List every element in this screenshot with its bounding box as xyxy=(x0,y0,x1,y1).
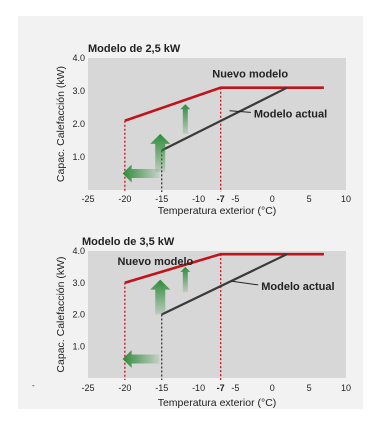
stray-mark: - xyxy=(32,381,35,390)
x-tick-label: -15 xyxy=(155,383,168,393)
capacity-increase-small-arrow xyxy=(180,266,191,293)
new-model-line xyxy=(124,252,324,284)
x-tick-label: -15 xyxy=(155,194,168,204)
capacity-increase-arrow xyxy=(150,279,171,315)
y-tick-label: 4.0 xyxy=(72,53,85,63)
chart-1: Modelo de 2,5 kW 1.0 2.0 3.0 4.0 -25 -20 -15 -10… xyxy=(55,43,351,217)
new-model-line xyxy=(124,86,324,122)
x-tick-label: -20 xyxy=(118,194,131,204)
x-tick-label: 5 xyxy=(307,194,312,204)
current-model-leader xyxy=(229,110,251,113)
chart-title: Modelo de 2,5 kW xyxy=(88,43,181,55)
temperature-extension-arrow xyxy=(122,349,160,368)
x-tick-label: -5 xyxy=(231,194,239,204)
chart-2: Modelo de 3,5 kW 1.0 2.0 3.0 4.0 -25 -20 -15 -10… xyxy=(55,236,351,409)
y-tick-label: 3.0 xyxy=(72,86,85,96)
x-tick-label: -7 xyxy=(217,383,225,393)
x-tick-label: -10 xyxy=(192,383,205,393)
x-tick-label: 10 xyxy=(341,383,351,393)
y-tick-label: 4.0 xyxy=(72,246,85,256)
y-tick-label: 1.0 xyxy=(72,341,85,351)
y-tick-label: 2.0 xyxy=(72,119,85,129)
current-model-leader xyxy=(230,280,259,286)
y-axis-label: Capac. Calefacción (kW) xyxy=(55,66,67,182)
y-axis-label: Capac. Calefacción (kW) xyxy=(55,256,67,372)
x-tick-label: 5 xyxy=(307,383,312,393)
x-tick-label: -5 xyxy=(231,383,239,393)
x-axis-label: Temperatura exterior (°C) xyxy=(158,205,277,217)
chart-title: Modelo de 3,5 kW xyxy=(82,236,175,248)
temperature-extension-arrow xyxy=(122,164,160,183)
y-tick-label: 2.0 xyxy=(72,310,85,320)
y-tick-label: 1.0 xyxy=(72,152,85,162)
x-tick-label: -25 xyxy=(81,194,94,204)
current-model-line xyxy=(161,253,288,316)
y-tick-label: 3.0 xyxy=(72,278,85,288)
x-tick-label: 0 xyxy=(270,383,275,393)
current-model-line xyxy=(161,86,288,152)
x-tick-label: -25 xyxy=(81,383,94,393)
x-tick-label: 0 xyxy=(270,194,275,204)
x-tick-label: 10 xyxy=(341,194,351,204)
x-tick-label: -20 xyxy=(118,383,131,393)
x-tick-label: -7 xyxy=(217,194,225,204)
capacity-increase-small-arrow xyxy=(180,104,191,134)
current-model-label: Modelo actual xyxy=(261,281,334,293)
x-tick-label: -10 xyxy=(192,194,205,204)
x-axis-label: Temperatura exterior (°C) xyxy=(158,397,277,409)
new-model-label: Nuevo modelo xyxy=(117,256,193,268)
current-model-label: Modelo actual xyxy=(254,108,327,120)
capacity-increase-arrow xyxy=(150,133,171,172)
new-model-label: Nuevo modelo xyxy=(212,69,288,81)
